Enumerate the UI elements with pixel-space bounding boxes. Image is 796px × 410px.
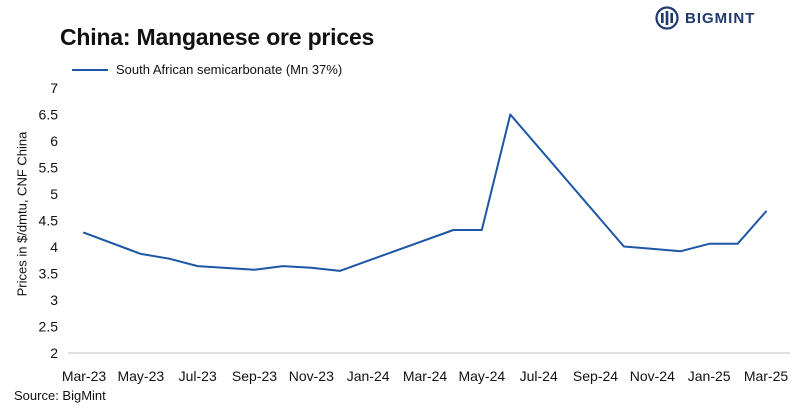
x-tick-label: Nov-24 <box>630 368 675 384</box>
y-tick-label: 5 <box>50 186 58 202</box>
chart-title: China: Manganese ore prices <box>60 24 375 50</box>
x-tick-label: Sep-23 <box>232 368 277 384</box>
x-tick-label: Mar-25 <box>744 368 789 384</box>
y-tick-label: 5.5 <box>39 160 59 176</box>
y-tick-label: 4.5 <box>39 213 59 229</box>
brand-logo: BIGMINT <box>655 4 755 32</box>
y-tick-label: 6.5 <box>39 107 59 123</box>
legend-label: South African semicarbonate (Mn 37%) <box>116 62 343 77</box>
x-tick-label: Mar-24 <box>403 368 448 384</box>
y-tick-label: 3.5 <box>39 266 59 282</box>
x-tick-label: Jan-25 <box>688 368 731 384</box>
bigmint-logo-icon <box>655 6 679 30</box>
x-tick-label: Jul-24 <box>520 368 558 384</box>
x-tick-label: May-23 <box>117 368 164 384</box>
series-lines <box>83 113 767 272</box>
y-tick-label: 2.5 <box>39 319 59 335</box>
x-tick-labels: Mar-23 May-23 Jul-23 Sep-23 Nov-23 Jan-24 Mar-… <box>62 368 789 384</box>
x-tick-label: Nov-23 <box>289 368 334 384</box>
x-tick-label: May-24 <box>458 368 505 384</box>
y-tick-label: 7 <box>50 80 58 96</box>
y-tick-labels: 2 2.5 3 3.5 4 4.5 5 5.5 6 6.5 7 <box>39 80 59 361</box>
y-tick-label: 2 <box>50 345 58 361</box>
x-tick-label: Mar-23 <box>62 368 107 384</box>
x-tick-label: Jan-24 <box>347 368 390 384</box>
x-tick-label: Sep-24 <box>573 368 618 384</box>
y-tick-label: 4 <box>50 239 58 255</box>
legend-swatch <box>72 68 108 71</box>
y-tick-label: 6 <box>50 133 58 149</box>
y-tick-label: 3 <box>50 292 58 308</box>
brand-name: BIGMINT <box>685 9 756 27</box>
source-note: Source: BigMint <box>14 388 106 403</box>
series-line <box>83 113 767 272</box>
chart-legend: South African semicarbonate (Mn 37%) <box>72 62 342 77</box>
x-tick-label: Jul-23 <box>179 368 217 384</box>
